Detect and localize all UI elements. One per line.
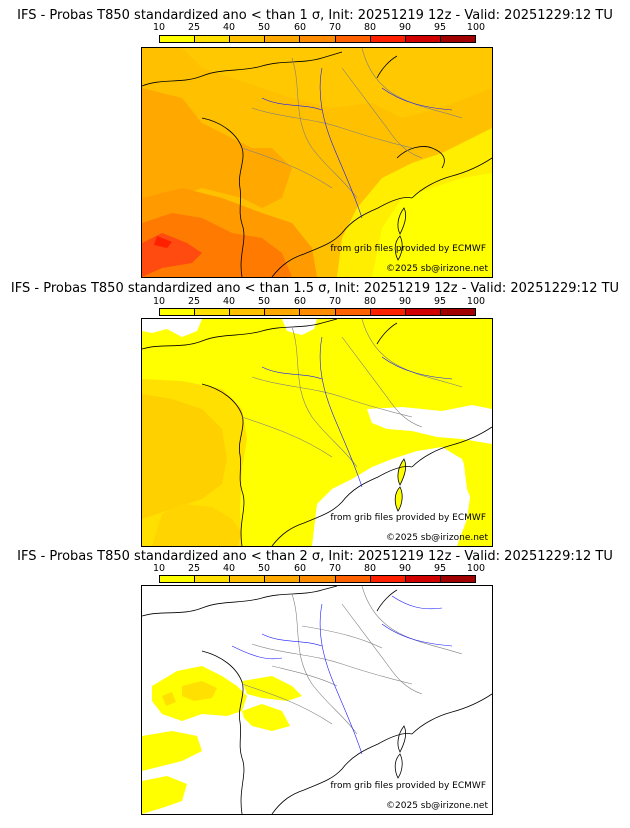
scale-labels: 10 25 40 50 60 70 80 90 95 100	[0, 22, 630, 34]
scale-label: 40	[222, 296, 236, 307]
scale-swatch	[300, 576, 336, 582]
scale-swatch	[335, 576, 371, 582]
scale-swatch	[370, 309, 406, 315]
scale-swatch	[265, 576, 301, 582]
scale-label: 10	[152, 563, 166, 574]
scale-label: 100	[466, 296, 486, 307]
scale-label: 10	[152, 296, 166, 307]
scale-label: 60	[293, 296, 307, 307]
color-scale-bar	[159, 308, 476, 316]
scale-label: 95	[433, 563, 447, 574]
scale-labels: 10 25 40 50 60 70 80 90 95 100	[0, 563, 630, 575]
scale-swatch	[160, 576, 196, 582]
color-scale-bar	[159, 35, 476, 43]
scale-label: 60	[293, 22, 307, 33]
scale-labels: 10 25 40 50 60 70 80 90 95 100	[0, 296, 630, 308]
scale-swatch	[195, 576, 231, 582]
scale-swatch	[230, 36, 266, 42]
panel-title: IFS - Probas T850 standardized ano < tha…	[17, 549, 613, 564]
scale-swatch	[195, 36, 231, 42]
source-credit: from grib files provided by ECMWF	[330, 244, 486, 254]
scale-swatch	[230, 309, 266, 315]
map-panel-2sigma: IFS - Probas T850 standardized ano < tha…	[0, 545, 630, 828]
scale-swatch	[195, 309, 231, 315]
scale-label: 60	[293, 563, 307, 574]
scale-swatch	[300, 309, 336, 315]
scale-label: 50	[257, 296, 271, 307]
scale-label: 50	[257, 22, 271, 33]
scale-swatch	[230, 576, 266, 582]
scale-swatch	[440, 36, 475, 42]
color-scale-bar	[159, 575, 476, 583]
scale-label: 25	[187, 296, 201, 307]
copyright-credit: ©2025 sb@irizone.net	[386, 533, 488, 543]
scale-label: 10	[152, 22, 166, 33]
scale-label: 80	[363, 296, 377, 307]
map-panel-1sigma: IFS - Probas T850 standardized ano < tha…	[0, 0, 630, 278]
scale-swatch	[335, 309, 371, 315]
scale-swatch	[405, 36, 441, 42]
scale-label: 100	[466, 22, 486, 33]
scale-label: 40	[222, 563, 236, 574]
scale-swatch	[300, 36, 336, 42]
scale-label: 80	[363, 22, 377, 33]
scale-label: 70	[328, 563, 342, 574]
map-panel-1-5sigma: IFS - Probas T850 standardized ano < tha…	[0, 276, 630, 550]
scale-label: 25	[187, 563, 201, 574]
scale-swatch	[405, 576, 441, 582]
source-credit: from grib files provided by ECMWF	[330, 781, 486, 791]
scale-label: 70	[328, 22, 342, 33]
scale-swatch	[265, 36, 301, 42]
scale-swatch	[405, 309, 441, 315]
probability-map: from grib files provided by ECMWF ©2025 …	[141, 585, 493, 815]
scale-swatch	[440, 576, 475, 582]
probability-map: from grib files provided by ECMWF ©2025 …	[141, 318, 493, 547]
panel-title: IFS - Probas T850 standardized ano < tha…	[10, 281, 620, 296]
source-credit: from grib files provided by ECMWF	[330, 513, 486, 523]
scale-label: 40	[222, 22, 236, 33]
scale-label: 90	[398, 22, 412, 33]
scale-swatch	[265, 309, 301, 315]
scale-label: 90	[398, 563, 412, 574]
probability-map: from grib files provided by ECMWF ©2025 …	[141, 47, 493, 278]
scale-swatch	[160, 309, 196, 315]
scale-label: 95	[433, 296, 447, 307]
scale-swatch	[370, 576, 406, 582]
scale-label: 95	[433, 22, 447, 33]
copyright-credit: ©2025 sb@irizone.net	[386, 264, 488, 274]
scale-label: 80	[363, 563, 377, 574]
scale-label: 50	[257, 563, 271, 574]
scale-swatch	[370, 36, 406, 42]
scale-swatch	[335, 36, 371, 42]
scale-label: 70	[328, 296, 342, 307]
scale-label: 100	[466, 563, 486, 574]
scale-label: 25	[187, 22, 201, 33]
panel-title: IFS - Probas T850 standardized ano < tha…	[17, 8, 613, 23]
scale-swatch	[160, 36, 196, 42]
scale-label: 90	[398, 296, 412, 307]
copyright-credit: ©2025 sb@irizone.net	[386, 801, 488, 811]
scale-swatch	[440, 309, 475, 315]
